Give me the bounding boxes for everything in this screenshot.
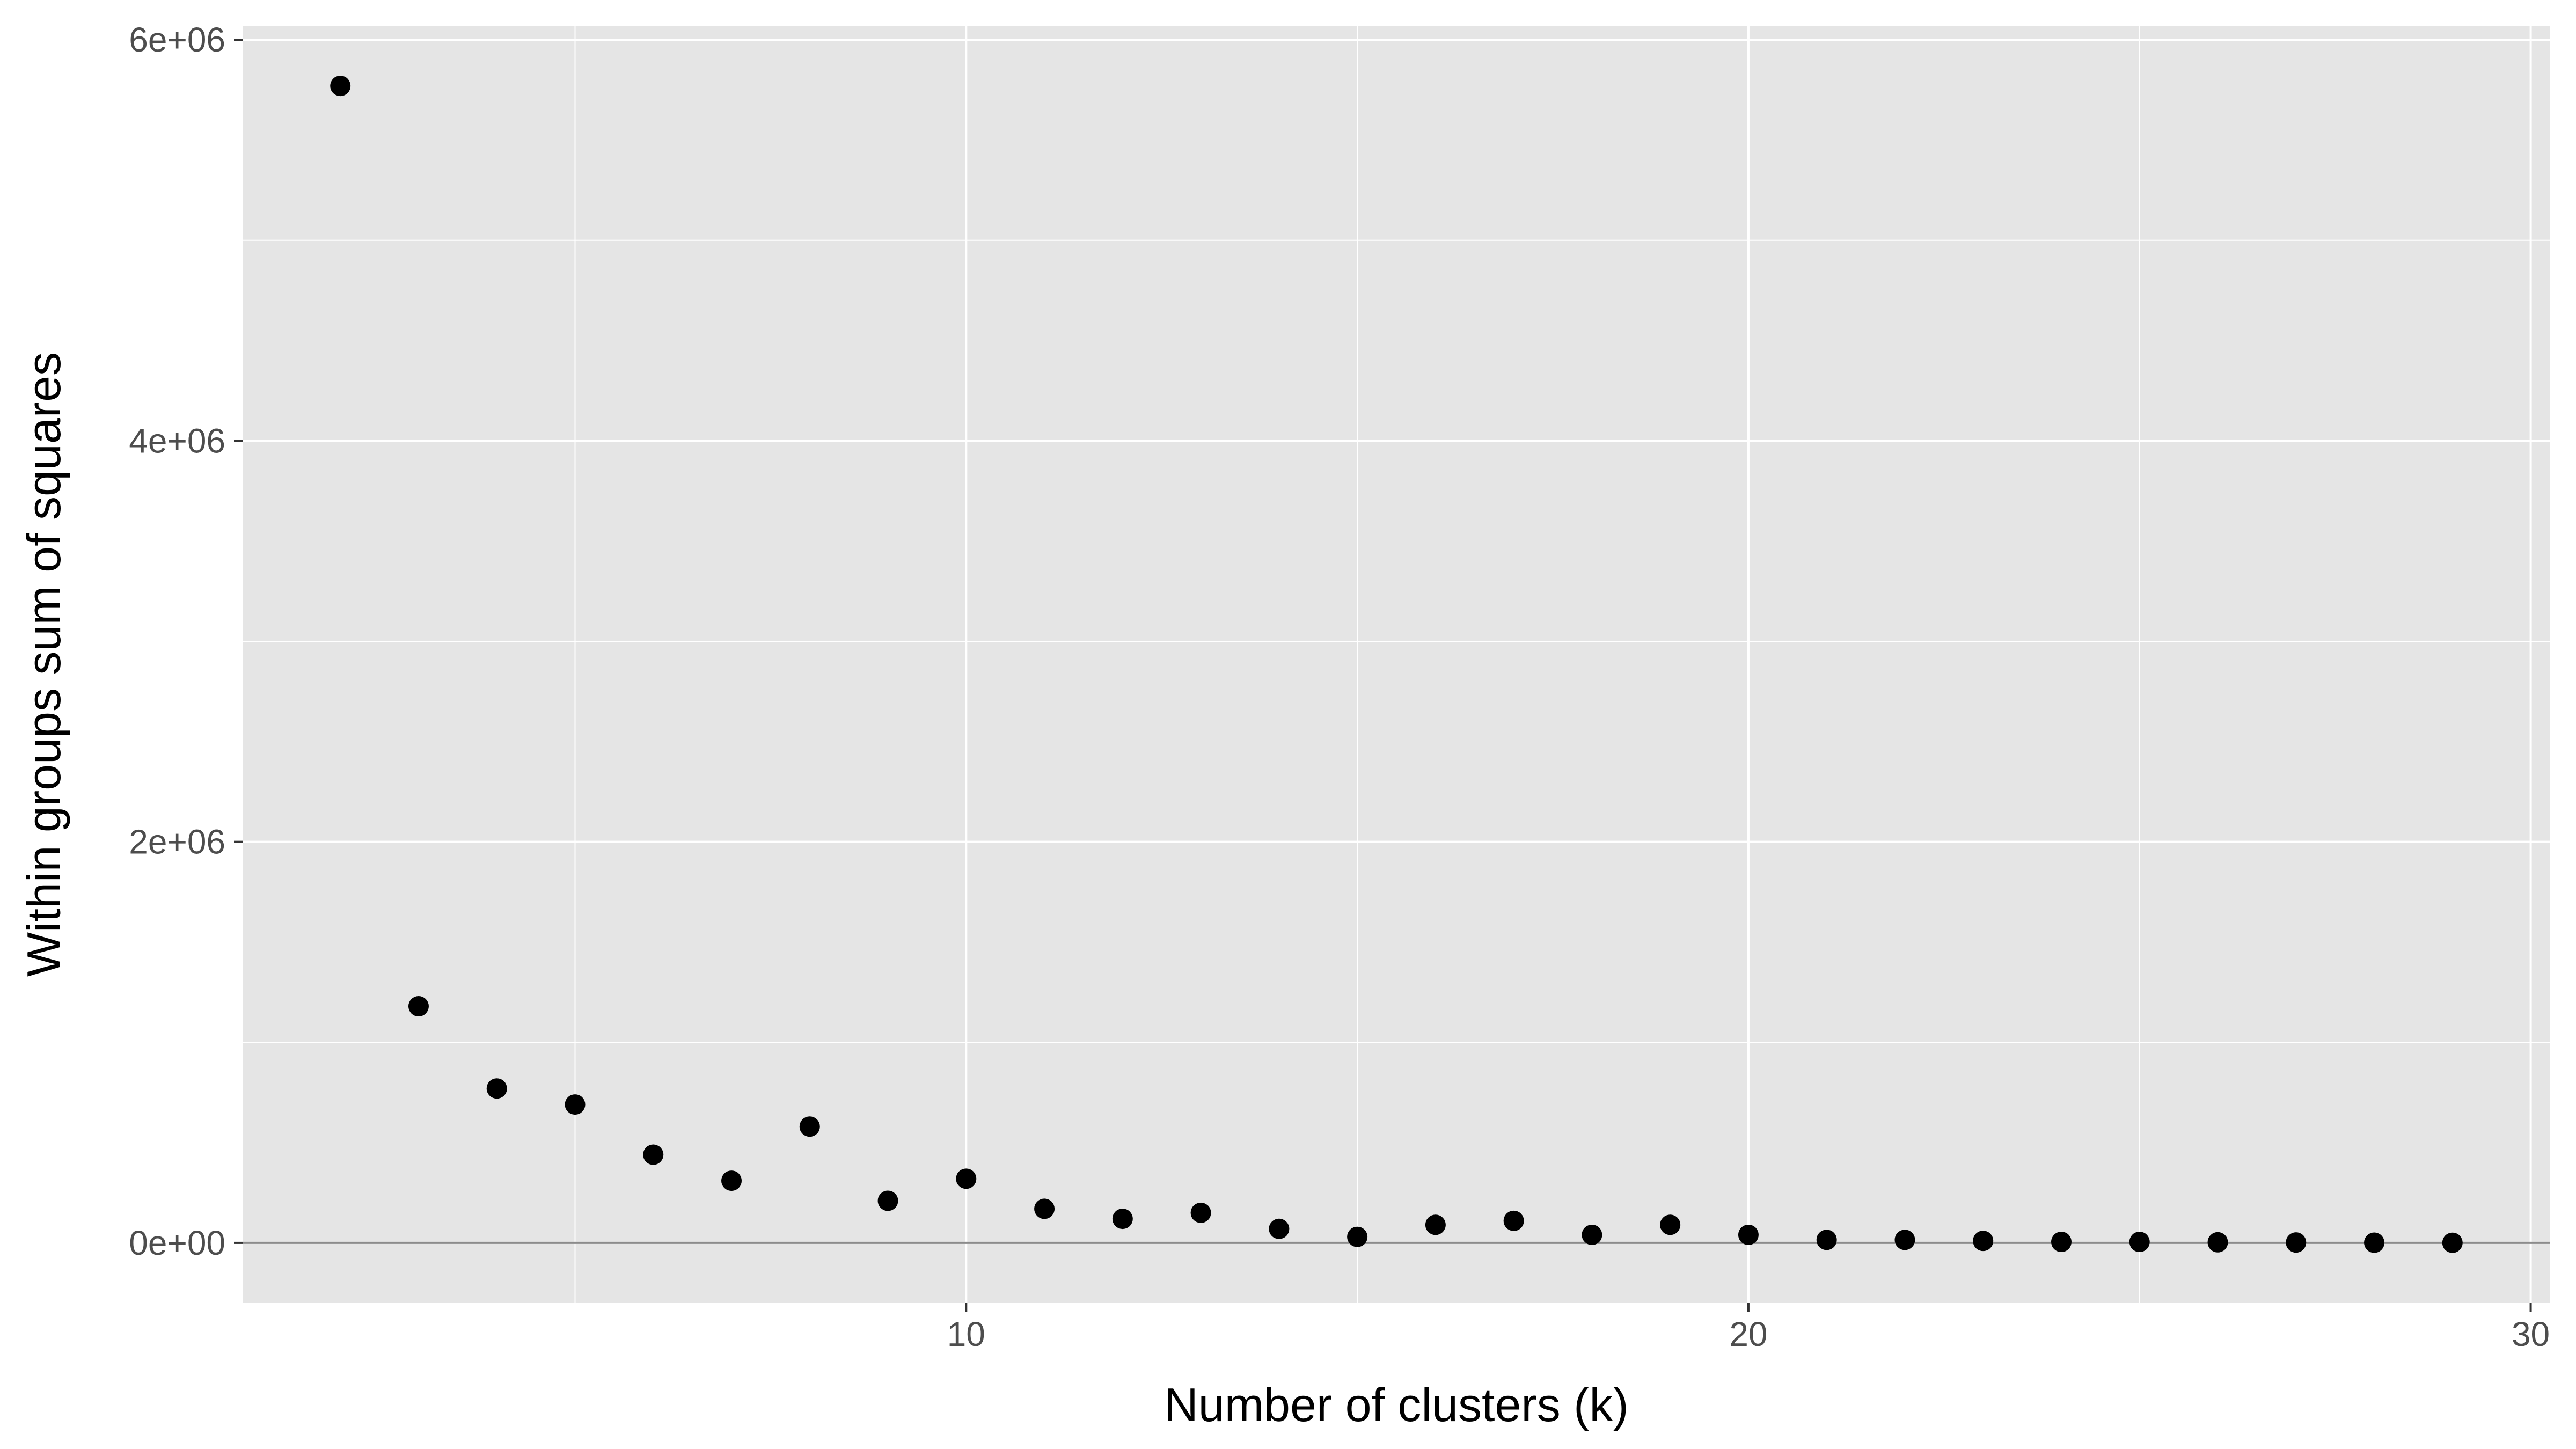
data-point <box>565 1094 586 1115</box>
data-point <box>2364 1232 2385 1253</box>
y-tick-label: 2e+06 <box>129 823 225 861</box>
y-tick-label: 6e+06 <box>129 20 225 59</box>
data-point <box>877 1190 898 1211</box>
data-point <box>1660 1214 1681 1235</box>
data-point <box>1425 1214 1446 1235</box>
data-point <box>2129 1232 2150 1253</box>
data-point <box>486 1078 507 1099</box>
y-axis-ticks: 0e+00 2e+06 4e+06 6e+06 <box>129 20 243 1262</box>
x-axis-ticks: 10 20 30 <box>947 1303 2550 1353</box>
data-point <box>1738 1224 1759 1245</box>
data-point <box>2207 1232 2228 1253</box>
data-point <box>1347 1226 1368 1247</box>
y-tick-label: 4e+06 <box>129 421 225 460</box>
x-tick-label: 20 <box>1729 1315 1767 1353</box>
data-point <box>330 76 351 97</box>
data-point <box>721 1170 742 1191</box>
plot-panel <box>243 26 2550 1303</box>
data-point <box>643 1144 664 1165</box>
data-point <box>408 996 429 1017</box>
data-point <box>1894 1230 1915 1250</box>
data-point <box>2051 1232 2072 1253</box>
data-point <box>2286 1232 2307 1253</box>
x-axis-title: Number of clusters (k) <box>1164 1378 1629 1431</box>
data-point <box>1582 1224 1602 1245</box>
minor-gridlines <box>243 26 2550 1303</box>
x-tick-label: 10 <box>947 1315 985 1353</box>
data-point <box>1112 1209 1133 1230</box>
data-point <box>1034 1198 1055 1219</box>
data-point <box>1503 1210 1524 1231</box>
y-axis-title: Within groups sum of squares <box>17 352 70 977</box>
data-point <box>1816 1230 1837 1250</box>
data-point <box>1190 1202 1211 1223</box>
data-point <box>1269 1218 1290 1239</box>
data-point <box>956 1168 977 1189</box>
data-point <box>799 1116 820 1137</box>
data-point <box>1973 1231 1994 1252</box>
y-tick-label: 0e+00 <box>129 1224 225 1262</box>
data-points <box>330 76 2463 1253</box>
x-tick-label: 30 <box>2512 1315 2550 1353</box>
data-point <box>2442 1232 2463 1253</box>
